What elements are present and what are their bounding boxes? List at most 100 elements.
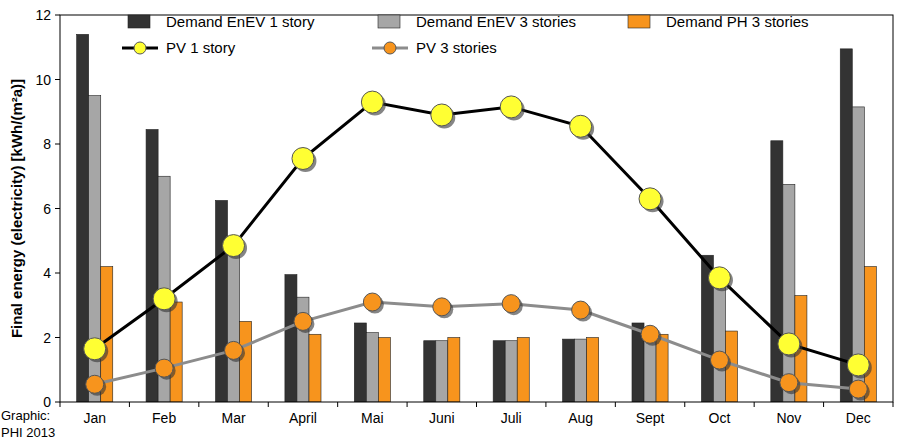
- bar: [783, 184, 795, 402]
- x-tick: [476, 402, 477, 407]
- x-tick-label: Mai: [361, 410, 384, 426]
- plot-frame: [60, 15, 893, 402]
- x-tick: [615, 402, 616, 407]
- marker: [155, 359, 173, 377]
- y-tick-label: 2: [43, 330, 51, 346]
- x-tick: [129, 402, 130, 407]
- x-tick: [823, 402, 824, 407]
- bar: [656, 334, 668, 402]
- y-tick-label: 8: [43, 136, 51, 152]
- marker: [849, 380, 867, 398]
- bar: [170, 302, 182, 402]
- bar: [215, 200, 227, 402]
- bar: [309, 334, 321, 402]
- annotation: Graphic:: [1, 408, 50, 423]
- marker: [223, 235, 245, 257]
- legend-swatch: [378, 15, 400, 28]
- y-tick: [55, 79, 60, 80]
- bar: [424, 341, 436, 402]
- y-tick-label: 12: [35, 7, 51, 23]
- marker: [710, 351, 728, 369]
- marker: [572, 301, 590, 319]
- y-tick: [55, 402, 60, 403]
- x-tick-label: Feb: [152, 410, 176, 426]
- y-tick: [55, 273, 60, 274]
- legend-label: Demand PH 3 stories: [666, 13, 809, 30]
- marker: [641, 325, 659, 343]
- legend: Demand EnEV 1 story Demand EnEV 3 stories…: [122, 13, 809, 56]
- bar: [771, 141, 783, 402]
- y-tick: [55, 144, 60, 145]
- bar: [146, 129, 158, 402]
- marker: [361, 91, 383, 113]
- legend-marker: [384, 42, 396, 54]
- legend-label: Demand EnEV 3 stories: [416, 13, 576, 30]
- x-tick: [407, 402, 408, 407]
- marker: [431, 104, 453, 126]
- marker: [780, 374, 798, 392]
- bar: [864, 267, 876, 402]
- marker: [84, 338, 106, 360]
- marker: [86, 375, 104, 393]
- legend-swatch: [128, 15, 150, 28]
- x-tick-label: Jan: [83, 410, 106, 426]
- marker: [294, 312, 312, 330]
- x-tick: [60, 402, 61, 407]
- marker: [502, 295, 520, 313]
- bar: [517, 338, 529, 403]
- annotation: PHI 2013: [1, 425, 55, 440]
- marker: [570, 115, 592, 137]
- y-tick: [55, 15, 60, 16]
- x-tick-label: Mar: [221, 410, 245, 426]
- bar: [436, 341, 448, 402]
- bar: [575, 339, 587, 402]
- x-tick: [754, 402, 755, 407]
- x-tick: [198, 402, 199, 407]
- y-tick-label: 10: [35, 72, 51, 88]
- bar: [840, 49, 852, 402]
- bar: [240, 321, 252, 402]
- bar: [563, 339, 575, 402]
- bar: [378, 338, 390, 403]
- bar: [493, 341, 505, 402]
- y-tick: [55, 337, 60, 338]
- y-tick-label: 4: [43, 265, 51, 281]
- marker: [708, 267, 730, 289]
- bar: [285, 275, 297, 402]
- x-tick-label: Aug: [568, 410, 593, 426]
- y-tick: [55, 208, 60, 209]
- marker: [500, 96, 522, 118]
- y-axis-label: Final energy (electricity) [kWh/(m²a)]: [8, 79, 25, 338]
- legend-label: PV 3 stories: [416, 39, 497, 56]
- marker: [153, 288, 175, 310]
- x-tick: [268, 402, 269, 407]
- bar: [713, 279, 725, 402]
- x-tick-label: Sept: [636, 410, 665, 426]
- marker: [363, 293, 381, 311]
- marker: [778, 333, 800, 355]
- plot-area: [60, 15, 893, 402]
- x-tick-label: April: [289, 410, 317, 426]
- x-tick-label: Oct: [709, 410, 731, 426]
- x-tick: [893, 402, 894, 407]
- marker: [225, 341, 243, 359]
- x-tick: [545, 402, 546, 407]
- bar: [354, 323, 366, 402]
- marks: [77, 34, 877, 402]
- x-tick-label: Juni: [429, 410, 455, 426]
- legend-marker: [134, 42, 146, 54]
- chart: 024681012Final energy (electricity) [kWh…: [0, 0, 900, 446]
- marker: [639, 188, 661, 210]
- bar: [505, 341, 517, 402]
- bar: [448, 338, 460, 403]
- legend-label: Demand EnEV 1 story: [166, 13, 315, 30]
- x-tick: [337, 402, 338, 407]
- x-tick-label: Juli: [501, 410, 522, 426]
- bar: [228, 249, 240, 402]
- line: [95, 102, 859, 365]
- marker: [847, 354, 869, 376]
- bar: [587, 338, 599, 403]
- x-tick-label: Dec: [846, 410, 871, 426]
- marker: [292, 148, 314, 170]
- line: [95, 302, 859, 389]
